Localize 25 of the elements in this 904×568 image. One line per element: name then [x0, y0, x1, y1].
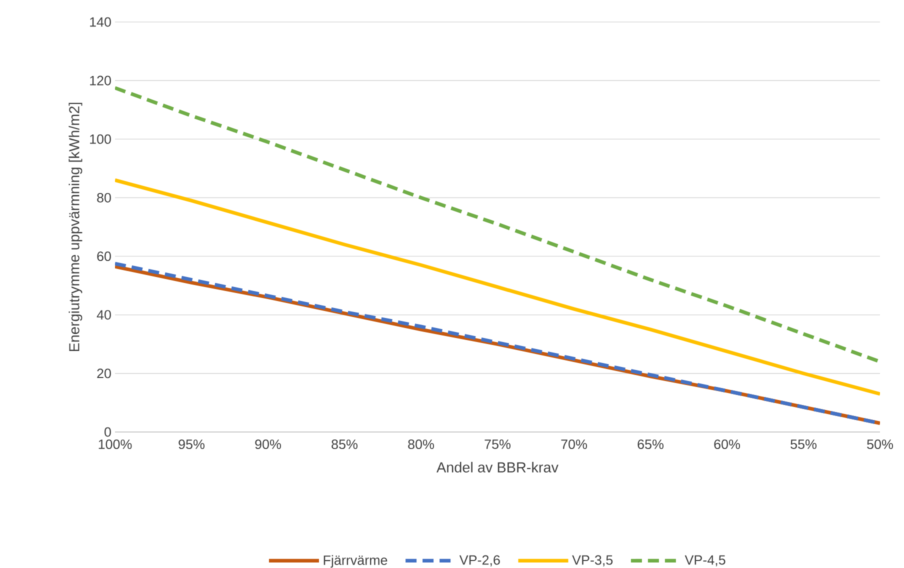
- x-tick-label: 50%: [867, 440, 893, 450]
- y-tick-label: 20: [97, 368, 111, 378]
- legend-label: VP-3,5: [572, 555, 613, 566]
- legend-label: VP-2,6: [459, 555, 500, 566]
- x-tick-label: 55%: [790, 440, 816, 449]
- x-axis-title: Andel av BBR-krav: [436, 462, 558, 472]
- y-tick-label: 40: [96, 310, 111, 320]
- y-tick-label: 80: [97, 192, 111, 202]
- x-tick-label: 60%: [714, 440, 740, 450]
- y-tick-label: 120: [90, 76, 111, 86]
- x-tick-label: 95%: [178, 440, 204, 450]
- x-tick-label: 70%: [561, 440, 587, 450]
- x-tick-label: 85%: [332, 440, 358, 450]
- x-tick-label: 65%: [638, 440, 664, 450]
- x-tick-label: 90%: [255, 440, 281, 450]
- y-tick-label: 0: [104, 427, 111, 437]
- y-axis-title: Energiutrymme uppvärmning [kWh/m2]: [68, 102, 82, 352]
- y-tick-label: 140: [90, 17, 111, 27]
- x-tick-label: 80%: [408, 440, 434, 450]
- x-tick-label: 100%: [98, 440, 132, 450]
- legend-label: VP-4,5: [684, 555, 726, 566]
- y-tick-label: 60: [97, 252, 111, 262]
- y-tick-label: 100: [90, 134, 111, 144]
- legend-label: Fjärrvärme: [324, 555, 388, 568]
- x-tick-label: 75%: [484, 440, 510, 449]
